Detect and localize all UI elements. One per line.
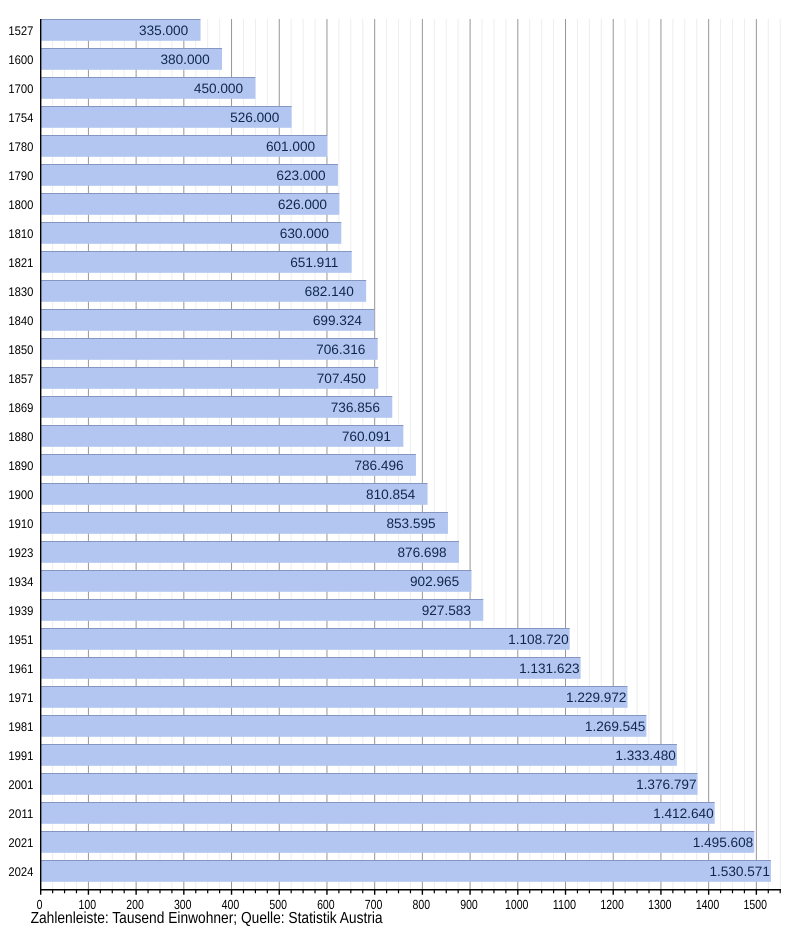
- svg-text:1900: 1900: [8, 488, 33, 502]
- svg-text:1700: 1700: [8, 82, 33, 96]
- svg-text:699.324: 699.324: [313, 313, 363, 328]
- svg-text:1821: 1821: [8, 256, 33, 270]
- svg-text:450.000: 450.000: [194, 81, 244, 96]
- svg-text:0: 0: [37, 897, 43, 912]
- svg-text:2024: 2024: [8, 865, 33, 879]
- svg-text:1.108.720: 1.108.720: [508, 632, 569, 647]
- svg-text:Zahlenleiste: Tausend Einwohne: Zahlenleiste: Tausend Einwohner; Quelle:…: [31, 910, 383, 927]
- svg-text:1991: 1991: [8, 749, 33, 763]
- svg-text:2021: 2021: [8, 836, 33, 850]
- svg-text:876.698: 876.698: [397, 545, 446, 560]
- svg-text:800: 800: [413, 897, 431, 912]
- svg-text:810.854: 810.854: [366, 487, 416, 502]
- svg-text:2001: 2001: [8, 778, 33, 792]
- svg-text:1.229.972: 1.229.972: [566, 690, 626, 705]
- svg-text:1600: 1600: [8, 53, 33, 67]
- svg-text:700: 700: [365, 897, 383, 912]
- svg-text:853.595: 853.595: [386, 516, 435, 531]
- svg-text:1780: 1780: [8, 140, 33, 154]
- svg-text:786.496: 786.496: [354, 458, 403, 473]
- svg-text:1961: 1961: [8, 662, 33, 676]
- svg-text:1869: 1869: [8, 401, 33, 415]
- svg-text:380.000: 380.000: [161, 52, 211, 67]
- svg-text:1200: 1200: [600, 897, 623, 912]
- svg-text:682.140: 682.140: [305, 284, 355, 299]
- svg-text:1840: 1840: [8, 314, 33, 328]
- svg-text:1.131.623: 1.131.623: [519, 661, 579, 676]
- svg-text:651.911: 651.911: [290, 255, 338, 270]
- svg-text:927.583: 927.583: [422, 603, 471, 618]
- svg-text:630.000: 630.000: [280, 226, 330, 241]
- svg-text:1981: 1981: [8, 720, 33, 734]
- svg-text:1.495.608: 1.495.608: [693, 835, 753, 850]
- svg-text:1830: 1830: [8, 285, 33, 299]
- svg-text:900: 900: [460, 897, 478, 912]
- svg-text:1500: 1500: [744, 897, 767, 912]
- svg-text:526.000: 526.000: [230, 110, 280, 125]
- svg-text:335.000: 335.000: [139, 23, 189, 38]
- svg-text:300: 300: [174, 897, 192, 912]
- svg-text:1800: 1800: [8, 198, 33, 212]
- svg-text:707.450: 707.450: [317, 371, 367, 386]
- svg-text:1.412.640: 1.412.640: [653, 806, 714, 821]
- svg-text:1754: 1754: [8, 111, 33, 125]
- svg-text:1910: 1910: [8, 517, 33, 531]
- svg-text:1.530.571: 1.530.571: [709, 864, 769, 879]
- svg-text:1971: 1971: [8, 691, 33, 705]
- svg-text:1810: 1810: [8, 227, 33, 241]
- svg-text:1300: 1300: [648, 897, 671, 912]
- svg-text:760.091: 760.091: [342, 429, 391, 444]
- svg-text:1.269.545: 1.269.545: [585, 719, 645, 734]
- svg-text:902.965: 902.965: [410, 574, 459, 589]
- svg-text:1790: 1790: [8, 169, 33, 183]
- svg-text:1000: 1000: [505, 897, 528, 912]
- svg-text:1857: 1857: [8, 372, 33, 386]
- svg-text:1.376.797: 1.376.797: [636, 777, 696, 792]
- svg-text:1923: 1923: [8, 546, 33, 560]
- svg-text:1890: 1890: [8, 459, 33, 473]
- svg-text:626.000: 626.000: [278, 197, 328, 212]
- svg-text:2011: 2011: [8, 807, 33, 821]
- svg-text:736.856: 736.856: [331, 400, 380, 415]
- svg-text:1100: 1100: [553, 897, 576, 912]
- svg-text:1527: 1527: [8, 24, 33, 38]
- svg-text:600: 600: [317, 897, 335, 912]
- svg-text:706.316: 706.316: [316, 342, 365, 357]
- svg-text:1939: 1939: [8, 604, 33, 618]
- svg-text:1.333.480: 1.333.480: [615, 748, 676, 763]
- svg-text:1850: 1850: [8, 343, 33, 357]
- svg-text:1951: 1951: [8, 633, 33, 647]
- svg-text:1400: 1400: [696, 897, 719, 912]
- svg-text:200: 200: [126, 897, 144, 912]
- svg-text:623.000: 623.000: [276, 168, 326, 183]
- svg-text:100: 100: [79, 897, 97, 912]
- svg-text:1934: 1934: [8, 575, 33, 589]
- svg-text:601.000: 601.000: [266, 139, 316, 154]
- svg-text:1880: 1880: [8, 430, 33, 444]
- svg-text:500: 500: [269, 897, 287, 912]
- svg-text:400: 400: [222, 897, 240, 912]
